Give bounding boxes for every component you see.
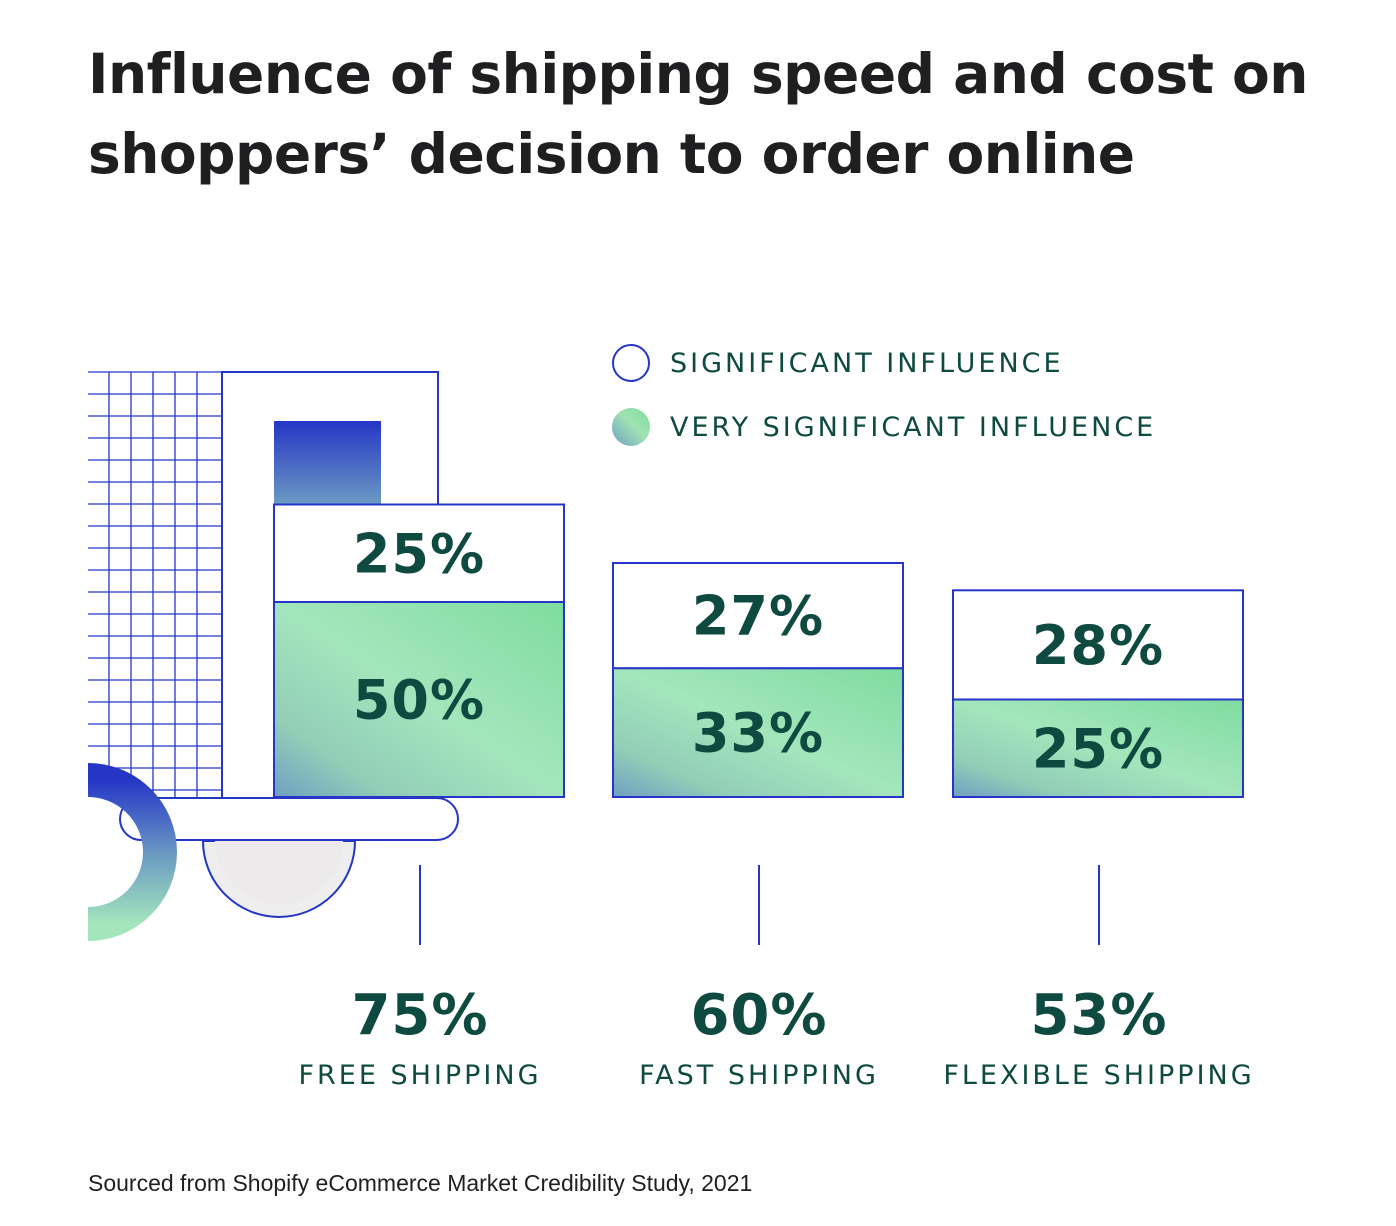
- data-label-significant-2: 27%: [692, 585, 824, 648]
- data-label-significant-1: 25%: [353, 522, 485, 585]
- legend-item-significant: SIGNIFICANT INFLUENCE: [612, 342, 1064, 384]
- source-note: Sourced from Shopify eCommerce Market Cr…: [88, 1170, 753, 1196]
- data-label-very-significant-2: 33%: [692, 702, 824, 765]
- data-label-significant-3: 28%: [1032, 614, 1164, 677]
- legend-label-very-significant: VERY SIGNIFICANT INFLUENCE: [670, 411, 1157, 443]
- legend-label-significant: SIGNIFICANT INFLUENCE: [670, 347, 1064, 379]
- data-label-very-significant-3: 25%: [1032, 717, 1164, 780]
- category-label-2: FAST SHIPPING: [639, 1060, 879, 1091]
- data-label-very-significant-1: 50%: [353, 669, 485, 732]
- legend-gradient-circle-icon: [612, 408, 650, 446]
- truck-rear-wheel: [88, 763, 177, 941]
- bars-group: 25% 50% 75% FREE SHIPPING 27% 33% 60% FAST SHIP…: [273, 503, 1254, 1091]
- bar-very-significant-2: [612, 667, 904, 798]
- truck-grid-pattern: [88, 371, 222, 798]
- bar-significant-3: [952, 589, 1244, 701]
- category-label-1: FREE SHIPPING: [298, 1060, 541, 1091]
- category-label-3: FLEXIBLE SHIPPING: [943, 1060, 1254, 1091]
- total-label-2: 60%: [690, 983, 827, 1048]
- bar-significant-1: [273, 503, 565, 603]
- total-label-3: 53%: [1030, 983, 1167, 1048]
- bar-very-significant-1: [273, 601, 565, 798]
- total-label-1: 75%: [351, 983, 488, 1048]
- truck-front-wheel: [201, 840, 357, 918]
- chart-title: Influence of shipping speed and cost on …: [88, 42, 1308, 186]
- bar-very-significant-3: [952, 698, 1244, 798]
- truck-window-panel: [274, 421, 381, 509]
- legend-item-very-significant: VERY SIGNIFICANT INFLUENCE: [612, 406, 1156, 448]
- legend-outline-circle-icon: [612, 344, 650, 382]
- bar-significant-2: [612, 562, 904, 670]
